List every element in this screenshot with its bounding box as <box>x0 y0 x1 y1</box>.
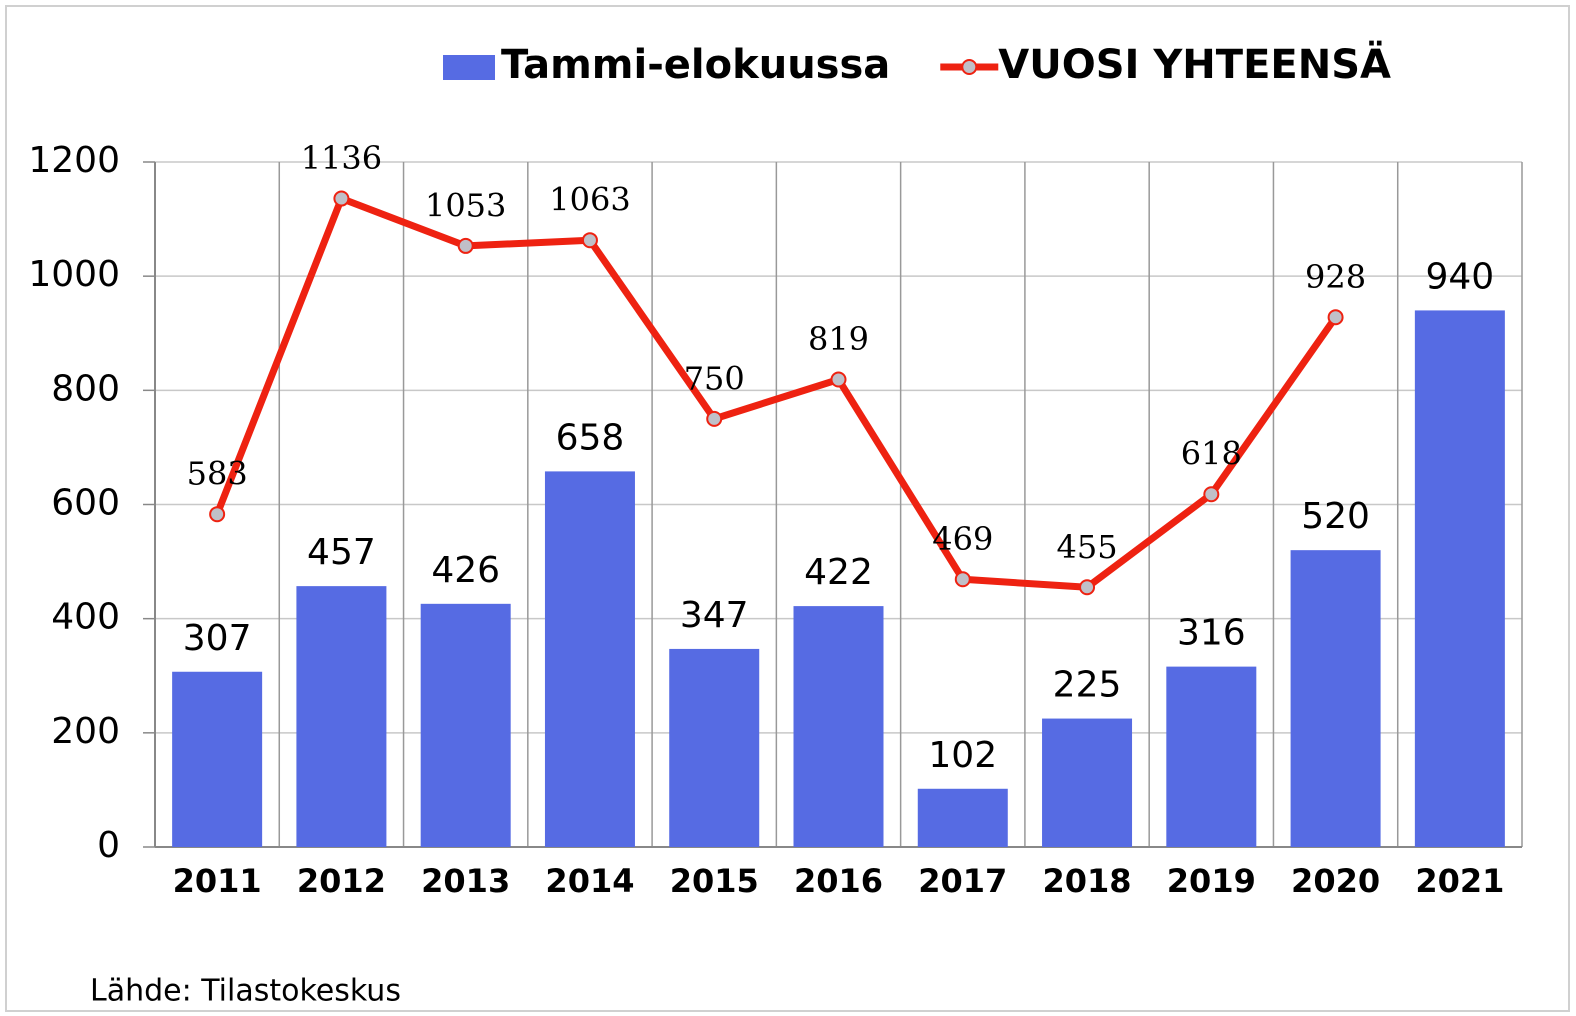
line-point <box>1079 579 1096 596</box>
bar <box>1042 718 1133 847</box>
line-value-label: 819 <box>808 320 869 358</box>
line <box>213 195 1339 591</box>
bar <box>793 606 884 847</box>
y-tick-label: 1000 <box>28 254 120 295</box>
line-point <box>333 190 350 207</box>
line-value-label: 1063 <box>549 181 630 219</box>
x-tick-label: 2019 <box>1167 862 1256 900</box>
x-tick-label: 2021 <box>1415 862 1504 900</box>
line-value-label: 455 <box>1057 528 1118 566</box>
line-value-label: 583 <box>187 455 248 493</box>
y-tick-label: 400 <box>51 597 120 638</box>
x-tick-label: 2011 <box>173 862 262 900</box>
bar <box>1290 550 1381 847</box>
line-point <box>830 371 847 388</box>
line-value-label: 1053 <box>425 186 506 224</box>
bar-value-label: 316 <box>1177 613 1246 654</box>
line-point <box>581 232 598 249</box>
bar <box>172 671 263 847</box>
y-tick-label: 800 <box>51 368 120 409</box>
bar-value-label: 658 <box>556 417 625 458</box>
bar-value-label: 940 <box>1426 256 1495 297</box>
line-point <box>1203 486 1220 503</box>
bar-value-label: 347 <box>680 595 749 636</box>
bar-value-label: 426 <box>431 550 500 591</box>
line-point <box>209 506 226 523</box>
legend-label: Tammi-elokuussa <box>501 42 890 88</box>
x-tick-label: 2016 <box>794 862 883 900</box>
bar-value-label: 225 <box>1053 665 1122 706</box>
x-tick-label: 2015 <box>670 862 759 900</box>
bar <box>296 586 387 847</box>
source-note: Lähde: Tilastokeskus <box>90 974 401 1009</box>
y-tick-label: 1200 <box>28 140 120 181</box>
line-value-label: 928 <box>1305 258 1366 296</box>
bar <box>1414 310 1505 848</box>
y-tick-label: 600 <box>51 483 120 524</box>
y-tick-label: 200 <box>51 711 120 752</box>
x-tick-label: 2017 <box>918 862 1007 900</box>
bar-value-label: 307 <box>183 618 252 659</box>
bar <box>544 471 635 847</box>
line-value-label: 469 <box>932 520 993 558</box>
y-tick-label: 0 <box>97 825 120 866</box>
bar <box>1166 666 1257 847</box>
legend-label: VUOSI YHTEENSÄ <box>998 40 1391 88</box>
bar <box>420 603 511 847</box>
legend-swatch <box>443 55 495 80</box>
line-point <box>1327 309 1344 326</box>
x-tick-label: 2013 <box>421 862 510 900</box>
x-tick-label: 2014 <box>545 862 634 900</box>
line-point <box>706 410 723 427</box>
x-tick-label: 2012 <box>297 862 386 900</box>
x-tick-label: 2020 <box>1291 862 1380 900</box>
line-value-label: 750 <box>684 359 745 397</box>
line-value-label: 1136 <box>301 139 382 177</box>
x-tick-label: 2018 <box>1043 862 1132 900</box>
line-point <box>954 571 971 588</box>
bar <box>669 648 760 847</box>
bar-value-label: 457 <box>307 532 376 573</box>
bar-value-label: 422 <box>804 552 873 593</box>
line-value-label: 618 <box>1181 435 1242 473</box>
legend-marker <box>961 59 978 75</box>
bar-value-label: 102 <box>928 735 997 776</box>
line-point <box>457 237 474 254</box>
bar <box>917 788 1008 847</box>
bar-value-label: 520 <box>1301 496 1370 537</box>
